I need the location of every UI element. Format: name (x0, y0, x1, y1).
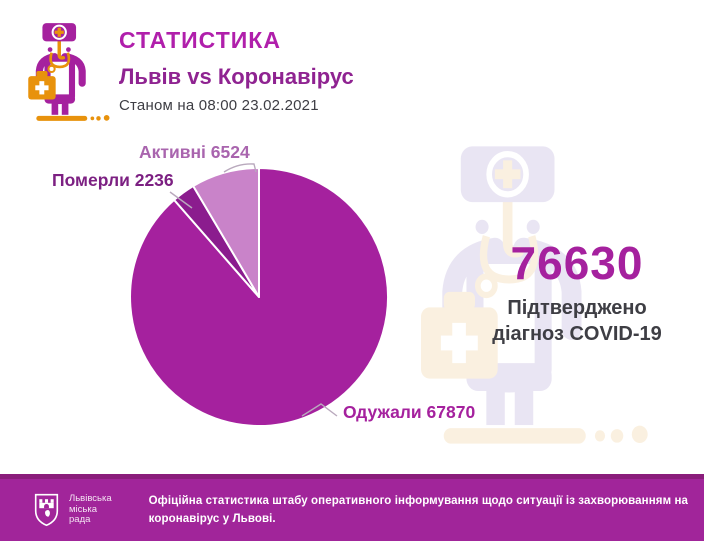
confirmed-caption-line2: діагноз COVID-19 (492, 323, 662, 345)
footer-note-line2: коронавірус у Львові. (148, 513, 276, 525)
confirmed-total: 76630 (510, 237, 644, 289)
confirmed-stat-block: 76630 Підтверджено діагноз COVID-19 (453, 236, 701, 347)
pie-label-active: Активні 6524 (139, 142, 250, 162)
org-name-line2: міська (69, 503, 97, 515)
footer-note: Офіційна статистика штабу оперативного і… (149, 492, 688, 528)
leader-line-active (223, 163, 257, 173)
page-title: СТАТИСТИКА (119, 27, 281, 53)
lviv-city-council-logo: Львівська міська рада (33, 492, 112, 528)
confirmed-caption-line1: Підтверджено (507, 297, 647, 319)
header: СТАТИСТИКА Львів vs Коронавірус Станом н… (119, 27, 354, 114)
lviv-shield-icon (34, 493, 59, 527)
org-name-line3: рада (69, 514, 91, 526)
org-name: Львівська міська рада (69, 494, 112, 526)
footer-top-stripe (0, 474, 704, 479)
pie-label-deaths: Померли 2236 (52, 170, 174, 190)
org-name-line1: Львівська (69, 493, 112, 505)
as-of-date: Станом на 08:00 23.02.2021 (119, 97, 319, 114)
pie-slice-active (192, 166, 260, 298)
footer-bar: Львівська міська рада Офіційна статистик… (0, 474, 704, 541)
leader-line-recovered (301, 403, 338, 417)
footer-note-line1: Офіційна статистика штабу оперативного і… (148, 495, 689, 507)
footer-main: Львівська міська рада Офіційна статистик… (0, 479, 704, 541)
leader-line-deaths (169, 191, 193, 209)
pie-label-recovered: Одужали 67870 (343, 402, 476, 422)
page-subtitle: Львів vs Коронавірус (119, 64, 354, 89)
